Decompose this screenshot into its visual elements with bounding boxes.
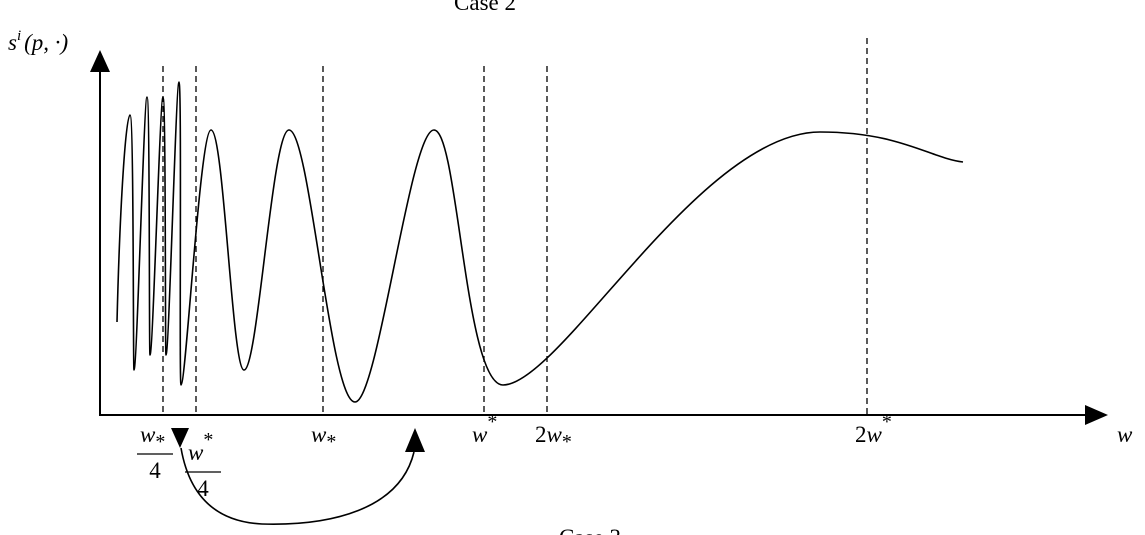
marker-var: w [472,422,488,447]
y-axis-label: si (p, ·) [8,28,68,55]
marker-label: w* [472,411,497,447]
marker-sub: * [326,431,336,453]
marker-var: w [867,422,883,447]
y-label-base: s [8,30,17,55]
marker-var: w [311,422,327,447]
marker-label: 2w* [855,411,892,447]
x-axis-label: w [1117,422,1133,447]
marker-var: w [188,440,204,465]
down-arrow [171,428,189,448]
up-arrow [405,428,425,452]
marker-coef: 2 [535,422,547,447]
marker-denominator: 4 [149,458,161,483]
marker-coef: 2 [855,422,867,447]
y-label-sup: i [17,28,21,44]
marker-label: w* [311,422,336,453]
marker-sub: * [562,431,572,453]
curve [116,81,964,403]
case-2-label: Case 2 [454,0,516,15]
marker-label: 2w* [535,422,572,453]
case-3-label: Case 3 [559,525,621,535]
marker-label: w* [140,422,165,453]
x-arrow [1085,405,1108,425]
marker-denominator: 4 [197,476,209,501]
curved-arrow [180,447,415,525]
marker-sub: * [155,431,165,453]
marker-sup: * [487,411,497,433]
y-arrow [90,50,110,72]
marker-sup: * [203,429,213,451]
y-label-rest: (p, ·) [24,30,68,55]
marker-var: w [547,422,563,447]
marker-var: w [140,422,156,447]
marker-sup: * [882,411,892,433]
marker-label: w* [188,429,213,465]
